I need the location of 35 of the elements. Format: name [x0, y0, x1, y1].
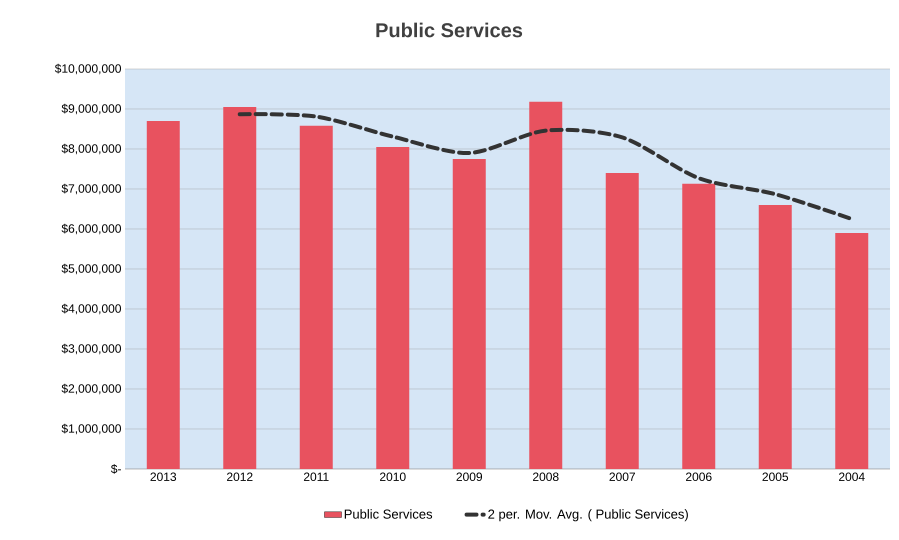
- bar: [300, 126, 333, 469]
- x-tick-label: 2004: [839, 472, 865, 482]
- bar: [835, 232, 868, 469]
- bar: [146, 120, 180, 469]
- legend-label: Public Services: [344, 509, 432, 519]
- y-tick-label: $-: [110, 464, 121, 474]
- y-tick-label: $7,000,000: [62, 184, 122, 194]
- x-tick-label: 2009: [456, 472, 482, 482]
- x-tick-label: 2013: [150, 472, 176, 482]
- x-tick-label: 2007: [610, 472, 635, 482]
- y-tick-label: $8,000,000: [62, 144, 122, 154]
- bar: [223, 106, 256, 469]
- chart-title: Public Services: [376, 22, 522, 38]
- bar: [606, 172, 639, 469]
- y-tick-label: $3,000,000: [62, 344, 122, 354]
- y-tick-label: $9,000,000: [62, 104, 122, 114]
- bar: [758, 204, 792, 469]
- x-tick-label: 2010: [380, 472, 406, 482]
- x-tick-label: 2012: [227, 472, 252, 482]
- x-tick-label: 2008: [533, 472, 559, 482]
- y-tick-label: $10,000,000: [54, 64, 121, 74]
- legend-label: 2 per. Mov. Avg. ( Public Services): [488, 509, 688, 522]
- y-tick-label: $6,000,000: [62, 224, 122, 234]
- x-tick-label: 2006: [686, 472, 712, 482]
- x-tick-label: 2011: [304, 472, 329, 482]
- y-tick-label: $5,000,000: [62, 264, 122, 274]
- bar: [452, 158, 486, 469]
- y-tick-label: $1,000,000: [62, 424, 122, 434]
- bar: [682, 184, 716, 469]
- y-tick-label: $2,000,000: [62, 384, 122, 394]
- bar: [529, 102, 562, 469]
- y-tick-label: $4,000,000: [62, 304, 122, 314]
- x-tick-label: 2005: [762, 472, 788, 482]
- line-series: [238, 112, 854, 221]
- bar: [376, 146, 410, 469]
